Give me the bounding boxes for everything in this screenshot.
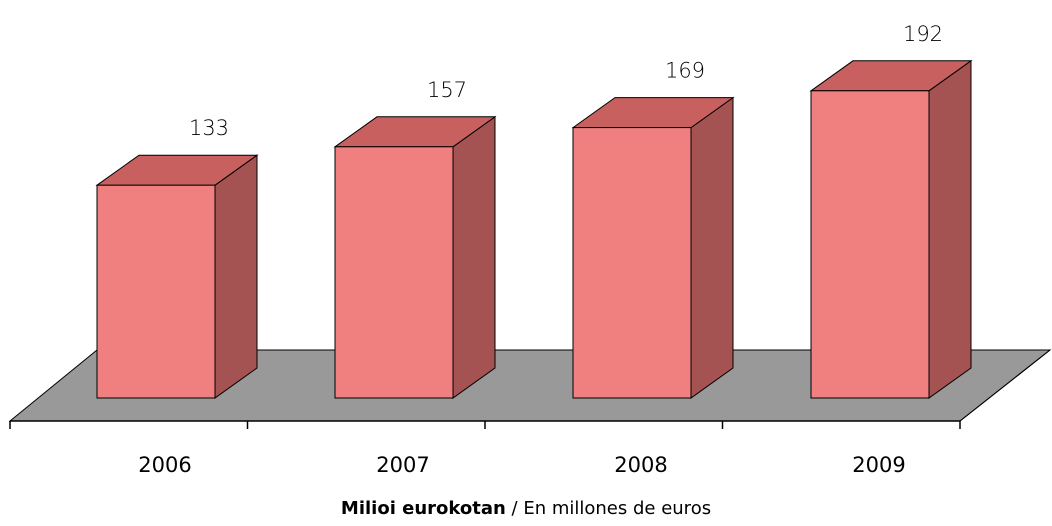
bar-side (214, 154, 258, 399)
bar-side (452, 115, 496, 399)
caption-light: En millones de euros (523, 498, 712, 519)
bar-side (690, 96, 734, 399)
bars-group (95, 59, 973, 399)
x-tick-label: 2006 (138, 453, 191, 477)
x-axis-back-edge (959, 349, 1051, 422)
x-tick-labels-group: 2006 2007 2008 2009 (138, 453, 905, 477)
bar-front (572, 127, 692, 399)
bar-side (928, 59, 972, 399)
bar-2009 (809, 59, 973, 399)
x-tick-label: 2008 (614, 453, 667, 477)
caption-bold: Milioi eurokotan (340, 498, 506, 519)
bar-front (334, 146, 454, 399)
bar-chart: 133 157 169 192 2006 2007 2008 2009 (8, 22, 1052, 477)
bar-2008 (571, 96, 735, 399)
data-labels-group: 133 157 169 192 (189, 22, 943, 140)
x-tick-label: 2009 (852, 453, 905, 477)
data-label: 169 (665, 59, 705, 83)
data-label: 157 (427, 78, 467, 102)
bar-front (96, 184, 216, 399)
bar-front (810, 90, 930, 399)
bar-2006 (95, 154, 259, 399)
caption-separator: / (505, 498, 524, 519)
x-tick-label: 2007 (376, 453, 429, 477)
data-label: 192 (903, 22, 943, 46)
x-axis-ticks (9, 421, 961, 429)
bar-2007 (333, 115, 497, 399)
chart-caption: Milioi eurokotan / En millones de euros (0, 498, 1052, 519)
data-label: 133 (189, 116, 229, 140)
